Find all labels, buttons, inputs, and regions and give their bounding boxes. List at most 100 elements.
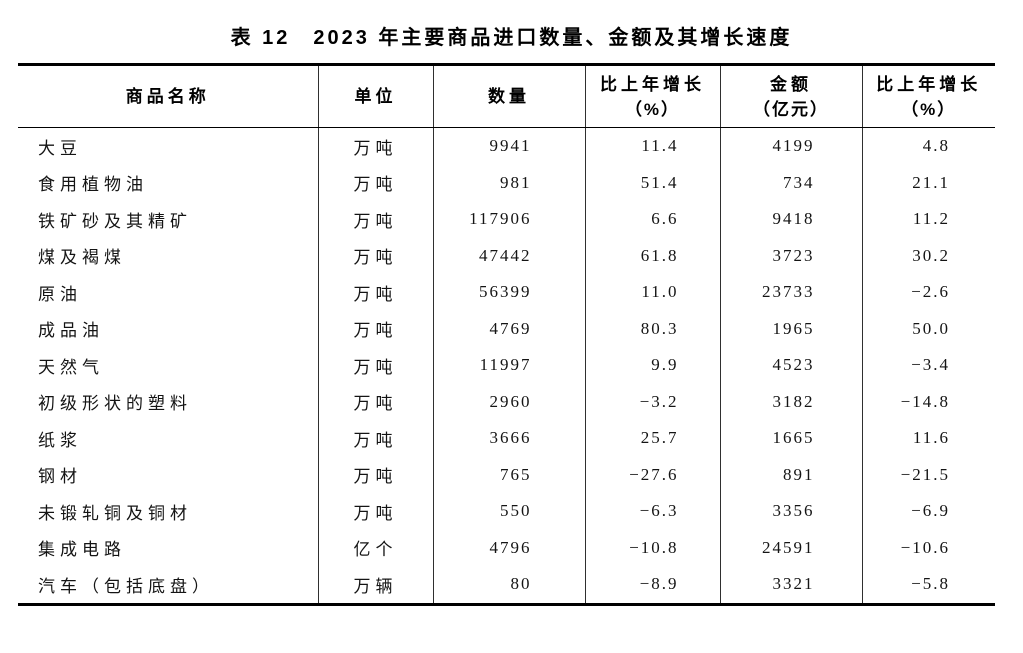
- cell-unit: 万吨: [317, 383, 433, 420]
- import-commodities-table: 商品名称 单位 数量 比上年增长 （%） 金额 （亿元）: [18, 63, 995, 606]
- cell-amount_growth: 21.1: [861, 164, 995, 201]
- column-header-label: 单位: [354, 87, 397, 106]
- cell-amount_growth: −10.6: [861, 529, 995, 566]
- table-row: 钢材 万吨 765 −27.6 891 −21.5: [18, 456, 995, 493]
- column-header-sub: （%）: [624, 99, 681, 119]
- column-header-amount: 金额 （亿元）: [719, 64, 862, 128]
- cell-quantity: 4769: [432, 310, 585, 347]
- cell-name: 煤及褐煤: [38, 248, 126, 268]
- cell-unit: 万吨: [317, 456, 433, 493]
- table-body: 大豆 万吨 9941 11.4 4199 4.8 食用植物油 万吨 981 51.4 734 21.1…: [18, 127, 995, 604]
- cell-amount: 23733: [719, 274, 862, 311]
- cell-amount_growth: −5.8: [861, 566, 995, 604]
- cell-unit: 亿个: [317, 529, 433, 566]
- table-header: 商品名称 单位 数量 比上年增长 （%） 金额 （亿元）: [18, 64, 995, 128]
- cell-unit: 万吨: [317, 237, 433, 274]
- table-row: 原油 万吨 56399 11.0 23733 −2.6: [18, 274, 995, 311]
- cell-quantity: 80: [432, 566, 585, 604]
- cell-amount_growth: −3.4: [861, 347, 995, 384]
- cell-unit: 万吨: [317, 164, 433, 201]
- cell-quantity: 4796: [432, 529, 585, 566]
- cell-quantity_growth: 11.4: [584, 127, 720, 165]
- column-header-label: 商品名称: [125, 87, 210, 106]
- cell-name: 钢材: [38, 467, 82, 487]
- cell-unit: 万辆: [317, 566, 433, 604]
- cell-unit: 万吨: [317, 420, 433, 457]
- cell-quantity: 981: [432, 164, 585, 201]
- cell-quantity: 550: [432, 493, 585, 530]
- cell-unit: 万吨: [317, 127, 433, 165]
- cell-unit: 万吨: [317, 310, 433, 347]
- cell-amount_growth: −2.6: [861, 274, 995, 311]
- cell-amount: 9418: [719, 201, 862, 238]
- cell-amount: 4523: [719, 347, 862, 384]
- cell-name: 成品油: [38, 321, 104, 341]
- table-row: 天然气 万吨 11997 9.9 4523 −3.4: [18, 347, 995, 384]
- cell-name: 天然气: [38, 357, 104, 377]
- cell-name: 未锻轧铜及铜材: [38, 503, 192, 523]
- table-row: 集成电路 亿个 4796 −10.8 24591 −10.6: [18, 529, 995, 566]
- cell-quantity: 2960: [432, 383, 585, 420]
- cell-amount: 1965: [719, 310, 862, 347]
- cell-quantity_growth: 9.9: [584, 347, 720, 384]
- table-row: 初级形状的塑料 万吨 2960 −3.2 3182 −14.8: [18, 383, 995, 420]
- cell-amount: 891: [719, 456, 862, 493]
- cell-quantity_growth: 61.8: [584, 237, 720, 274]
- header-row: 商品名称 单位 数量 比上年增长 （%） 金额 （亿元）: [18, 64, 995, 128]
- column-header-label: 数量: [488, 87, 530, 106]
- cell-unit: 万吨: [317, 201, 433, 238]
- cell-quantity_growth: −27.6: [584, 456, 720, 493]
- column-header-amount-growth: 比上年增长 （%）: [861, 64, 995, 128]
- cell-quantity_growth: −6.3: [584, 493, 720, 530]
- table-row: 未锻轧铜及铜材 万吨 550 −6.3 3356 −6.9: [18, 493, 995, 530]
- column-header-sub: （亿元）: [753, 99, 829, 119]
- cell-name: 食用植物油: [38, 175, 148, 195]
- cell-amount: 1665: [719, 420, 862, 457]
- cell-name: 纸浆: [38, 430, 82, 450]
- cell-unit: 万吨: [317, 274, 433, 311]
- table-row: 食用植物油 万吨 981 51.4 734 21.1: [18, 164, 995, 201]
- cell-quantity: 11997: [432, 347, 585, 384]
- cell-name: 集成电路: [38, 540, 126, 560]
- column-header-quantity: 数量: [432, 64, 585, 128]
- cell-quantity_growth: −3.2: [584, 383, 720, 420]
- cell-quantity: 9941: [432, 127, 585, 165]
- cell-quantity_growth: −8.9: [584, 566, 720, 604]
- table-title: 表 12 2023 年主要商品进口数量、金额及其增长速度: [230, 27, 793, 49]
- table-row: 成品油 万吨 4769 80.3 1965 50.0: [18, 310, 995, 347]
- table-row: 煤及褐煤 万吨 47442 61.8 3723 30.2: [18, 237, 995, 274]
- cell-name: 铁矿砂及其精矿: [38, 211, 192, 231]
- table-row: 铁矿砂及其精矿 万吨 117906 6.6 9418 11.2: [18, 201, 995, 238]
- cell-amount: 3723: [719, 237, 862, 274]
- column-header-label: 金额: [770, 74, 812, 94]
- cell-quantity_growth: 80.3: [584, 310, 720, 347]
- cell-amount: 4199: [719, 127, 862, 165]
- cell-amount: 24591: [719, 529, 862, 566]
- cell-amount_growth: 11.6: [861, 420, 995, 457]
- cell-quantity: 117906: [432, 201, 585, 238]
- cell-amount_growth: 4.8: [861, 127, 995, 165]
- cell-name: 大豆: [38, 138, 82, 158]
- cell-amount_growth: 30.2: [861, 237, 995, 274]
- cell-quantity: 47442: [432, 237, 585, 274]
- table-row: 纸浆 万吨 3666 25.7 1665 11.6: [18, 420, 995, 457]
- cell-quantity: 56399: [432, 274, 585, 311]
- table-row: 大豆 万吨 9941 11.4 4199 4.8: [18, 127, 995, 165]
- cell-quantity_growth: 25.7: [584, 420, 720, 457]
- cell-quantity_growth: 51.4: [584, 164, 720, 201]
- column-header-unit: 单位: [317, 64, 433, 128]
- cell-name: 汽车（包括底盘）: [38, 576, 214, 596]
- cell-unit: 万吨: [317, 347, 433, 384]
- cell-unit: 万吨: [317, 493, 433, 530]
- cell-quantity_growth: 11.0: [584, 274, 720, 311]
- column-header-label: 比上年增长: [600, 74, 705, 94]
- cell-amount_growth: 11.2: [861, 201, 995, 238]
- cell-amount_growth: −14.8: [861, 383, 995, 420]
- cell-quantity: 765: [432, 456, 585, 493]
- cell-amount_growth: 50.0: [861, 310, 995, 347]
- cell-amount_growth: −21.5: [861, 456, 995, 493]
- column-header-quantity-growth: 比上年增长 （%）: [584, 64, 720, 128]
- column-header-sub: （%）: [901, 99, 957, 119]
- cell-amount: 734: [719, 164, 862, 201]
